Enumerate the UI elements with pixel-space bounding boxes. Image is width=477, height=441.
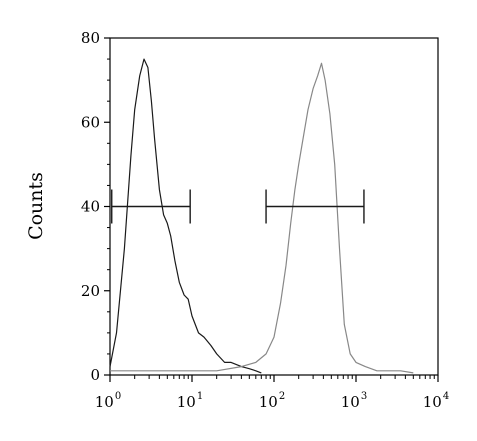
annotation-layer — [111, 189, 365, 224]
series-1-line — [109, 58, 262, 374]
x-tick-label: 101 — [177, 391, 203, 411]
y-axis-label: Counts — [25, 172, 47, 240]
y-tick-label: 40 — [81, 198, 100, 216]
y-tick-label: 20 — [81, 282, 100, 300]
y-tick-label: 0 — [90, 366, 100, 384]
x-tick-label: 104 — [423, 391, 449, 411]
y-axis-ticks: 0 20 40 60 80 — [81, 29, 110, 384]
y-tick-label: 60 — [81, 113, 100, 131]
range-marker-1 — [111, 189, 191, 224]
y-tick-label: 80 — [81, 29, 100, 47]
x-tick-label: 100 — [95, 391, 121, 411]
x-axis-ticks: 100 101 102 103 104 — [95, 375, 449, 411]
series-2-line — [110, 62, 414, 374]
range-marker-2 — [265, 189, 365, 224]
x-tick-label: 102 — [259, 391, 285, 411]
x-tick-label: 103 — [341, 391, 367, 411]
series-layer — [109, 58, 414, 374]
